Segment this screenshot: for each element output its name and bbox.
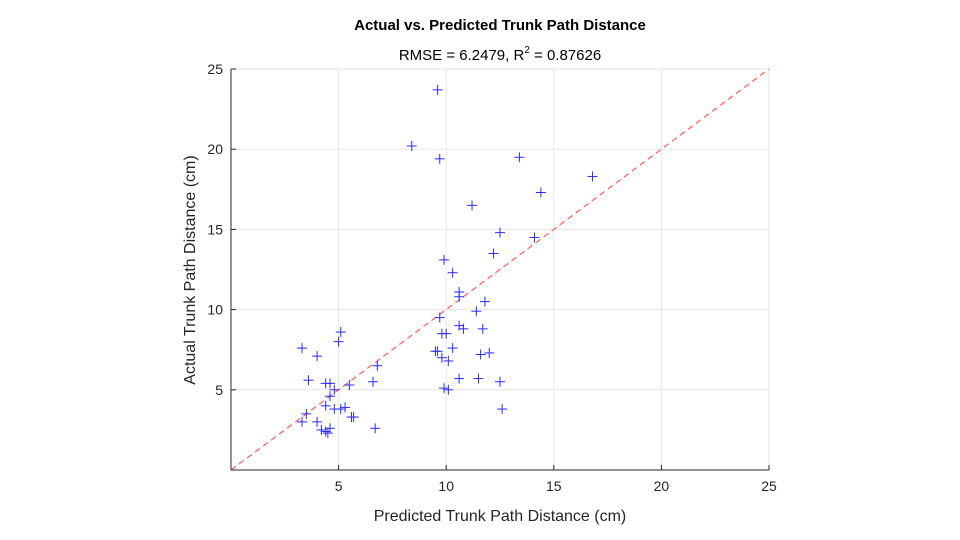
chart-subtitle: RMSE = 6.2479, R2 = 0.87626: [399, 45, 601, 64]
data-point: [329, 384, 340, 395]
data-point: [344, 379, 355, 390]
data-point: [406, 140, 417, 151]
data-point: [324, 391, 335, 402]
axes: [230, 68, 770, 471]
data-point: [477, 323, 488, 334]
data-point: [495, 376, 505, 387]
x-tick-label: 10: [438, 478, 454, 494]
subtitle-superscript: 2: [524, 45, 530, 56]
y-tick-label: 15: [207, 221, 223, 237]
data-point: [340, 402, 351, 413]
data-point: [301, 408, 312, 419]
data-point: [436, 352, 447, 363]
data-point: [454, 291, 465, 302]
data-point: [535, 187, 546, 198]
tick-labels: 5 10 15 20 25 5 10 15 20 25: [207, 61, 777, 494]
grid: [231, 68, 770, 470]
data-point: [475, 349, 486, 360]
data-point: [447, 343, 458, 354]
data-point: [348, 412, 359, 423]
data-point: [447, 267, 458, 278]
data-point: [372, 360, 383, 371]
data-points: [297, 84, 598, 439]
data-point: [312, 416, 323, 427]
y-tick-label: 10: [207, 302, 223, 318]
data-point: [458, 323, 469, 334]
data-point: [324, 378, 335, 389]
reference-line: [230, 68, 770, 471]
chart-title: Actual vs. Predicted Trunk Path Distance: [354, 17, 646, 34]
data-point: [297, 343, 308, 354]
x-axis-label: Predicted Trunk Path Distance (cm): [374, 508, 627, 525]
data-point: [441, 328, 452, 339]
data-point: [316, 424, 327, 435]
data-point: [495, 227, 505, 238]
data-point: [473, 373, 484, 384]
x-tick-label: 25: [761, 478, 777, 494]
data-point: [368, 376, 379, 387]
data-point: [297, 416, 308, 427]
data-point: [434, 312, 445, 323]
y-tick-label: 20: [207, 141, 223, 157]
x-tick-label: 15: [546, 478, 562, 494]
data-point: [335, 327, 346, 338]
data-point: [443, 384, 454, 395]
data-point: [454, 373, 465, 384]
y-axis-label: Actual Trunk Path Distance (cm): [182, 155, 199, 384]
data-point: [529, 232, 540, 243]
data-point: [479, 296, 490, 307]
data-point: [320, 400, 331, 411]
data-point: [497, 404, 508, 415]
x-tick-label: 5: [335, 478, 343, 494]
x-tick-label: 20: [654, 478, 670, 494]
data-point: [335, 404, 346, 415]
subtitle-suffix: = 0.87626: [530, 47, 601, 64]
data-point: [322, 428, 333, 439]
subtitle-prefix: RMSE = 6.2479, R: [399, 47, 525, 64]
data-point: [432, 84, 443, 95]
data-point: [488, 248, 499, 259]
data-point: [439, 254, 450, 265]
data-point: [443, 355, 454, 366]
y-tick-label: 25: [207, 61, 223, 77]
data-point: [324, 423, 335, 434]
data-point: [432, 346, 443, 357]
data-point: [333, 336, 344, 347]
data-point: [587, 171, 598, 182]
data-point: [484, 347, 495, 358]
data-point: [312, 351, 323, 362]
data-point: [434, 153, 445, 164]
data-point: [439, 383, 450, 394]
data-point: [467, 200, 478, 211]
data-point: [471, 306, 482, 317]
data-point: [303, 375, 314, 386]
data-point: [514, 152, 525, 163]
y-tick-label: 5: [215, 382, 223, 398]
data-point: [370, 423, 381, 434]
